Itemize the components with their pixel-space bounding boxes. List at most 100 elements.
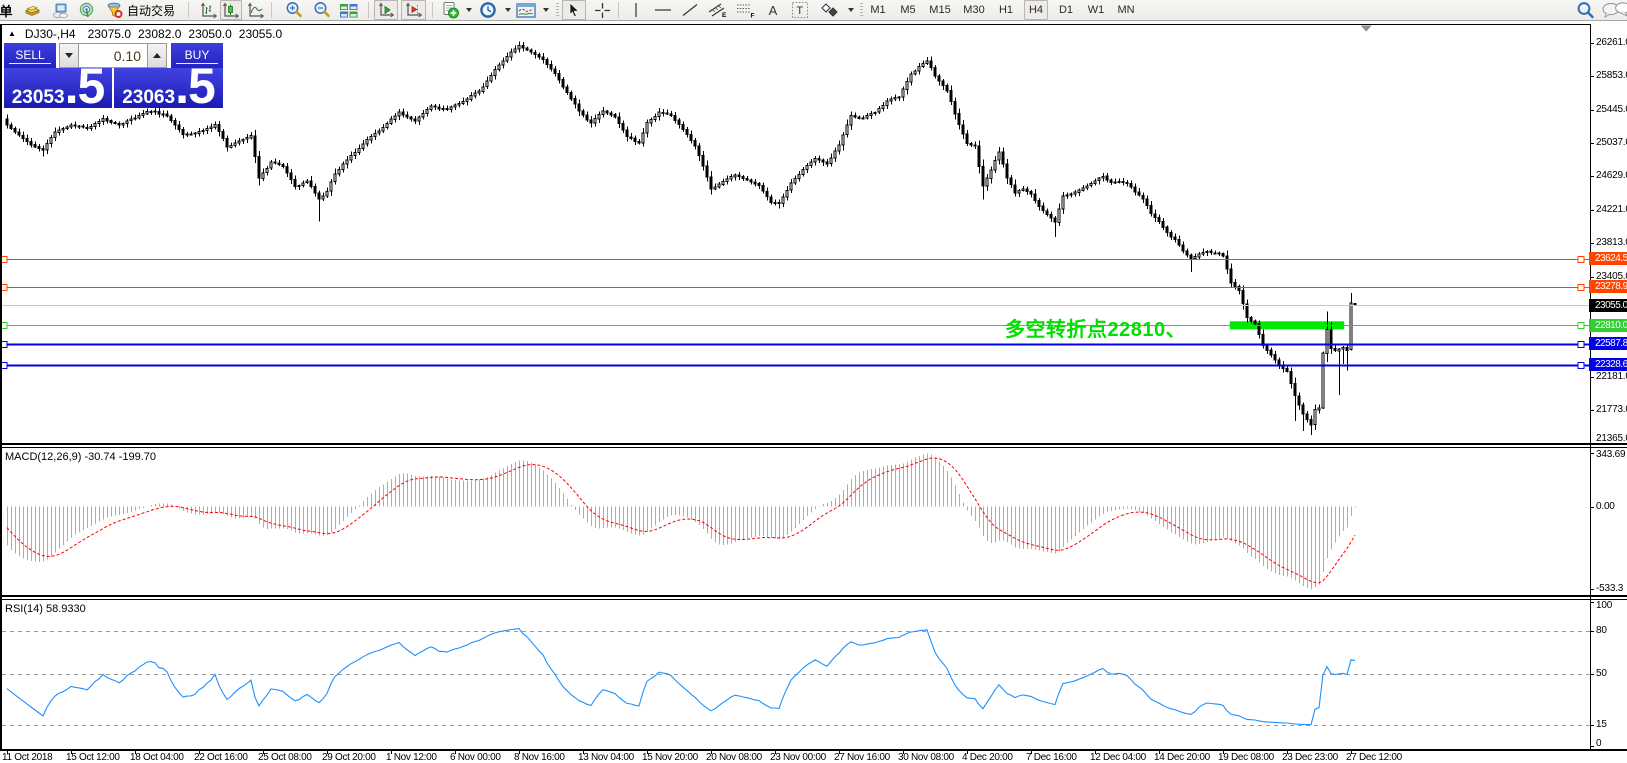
toolbar-separator	[368, 2, 369, 18]
chart-left-border	[0, 24, 2, 751]
ohlc-low: 23050.0	[188, 26, 232, 41]
volume-decrease-button[interactable]	[59, 43, 79, 68]
buy-button-label: BUY	[184, 47, 210, 62]
time-axis-label: 7 Dec 16:00	[1026, 752, 1077, 763]
data-server-button[interactable]	[51, 0, 70, 20]
horizontal-line-tool[interactable]	[652, 0, 674, 20]
timeframe-button-w1[interactable]: W1	[1087, 4, 1105, 16]
time-axis-label: 15 Nov 20:00	[642, 752, 698, 763]
autotrading-label[interactable]: 自动交易	[127, 1, 176, 19]
buy-price-main: 23063	[122, 87, 176, 108]
crosshair-tool-button[interactable]	[591, 0, 613, 20]
bear-candles	[5, 45, 1357, 426]
main-panel-bottom-border[interactable]	[0, 443, 1627, 445]
line-drag-handle[interactable]	[1577, 340, 1585, 349]
time-axis-label: 13 Nov 04:00	[578, 752, 634, 763]
toolbar-separator	[618, 2, 619, 18]
autotrading-button[interactable]	[105, 0, 125, 20]
broadcast-button[interactable]	[77, 0, 96, 20]
line-drag-handle[interactable]	[1577, 361, 1585, 370]
radar-icon	[79, 2, 94, 17]
periods-dropdown[interactable]	[500, 0, 512, 20]
price-axis-border	[1590, 24, 1591, 750]
timeframe-button-m15[interactable]: M15	[929, 4, 951, 16]
trendline-tool[interactable]	[679, 0, 701, 20]
indicators-dropdown[interactable]	[461, 0, 473, 20]
price-line-label[interactable]: 22328.6	[1589, 358, 1627, 371]
fibonacci-icon: F	[737, 4, 755, 18]
templates-button[interactable]	[514, 0, 538, 20]
buy-price-display[interactable]: 23063.5	[114, 61, 223, 111]
tile-windows-button[interactable]	[337, 0, 360, 20]
bar-chart-mode-button[interactable]	[198, 0, 219, 20]
price-axis-tick-label: 25445.0	[1596, 104, 1627, 115]
bar-chart-icon	[200, 1, 217, 18]
rsi-line	[6, 628, 1356, 726]
expert-advisor-icon	[107, 2, 123, 18]
auto-scroll-icon	[378, 1, 395, 17]
sell-button[interactable]: SELL	[4, 43, 56, 68]
text-label-tool[interactable]: T	[789, 0, 811, 20]
time-axis-label: 8 Nov 16:00	[514, 752, 565, 763]
price-line-label[interactable]: 22587.8	[1589, 337, 1627, 350]
timeframe-button-d1[interactable]: D1	[1058, 4, 1074, 16]
arrows-dropdown[interactable]	[843, 0, 855, 20]
cursor-tool-button[interactable]	[562, 0, 586, 20]
zoom-out-button[interactable]	[311, 0, 332, 20]
timeframe-button-m5[interactable]: M5	[900, 4, 916, 16]
vertical-line-tool[interactable]	[626, 0, 646, 20]
search-button[interactable]	[1574, 0, 1596, 20]
zoom-in-button[interactable]	[283, 0, 304, 20]
toolbar-drag-handle[interactable]	[556, 3, 559, 17]
time-axis-label: 27 Nov 16:00	[834, 752, 890, 763]
timeframe-button-mn[interactable]: MN	[1117, 4, 1135, 16]
line-chart-icon	[247, 1, 264, 18]
timeframe-button-h1[interactable]: H1	[998, 4, 1014, 16]
price-axis-tick-label: 25853.0	[1596, 70, 1627, 81]
trendline-icon	[682, 4, 698, 16]
price-line-label[interactable]: 23624.5	[1589, 252, 1627, 265]
periods-button[interactable]	[477, 0, 499, 20]
indicators-button[interactable]	[439, 0, 461, 20]
volume-input[interactable]	[79, 43, 147, 68]
price-line-label[interactable]: 23278.9	[1589, 280, 1627, 293]
chart-shift-button[interactable]	[401, 0, 426, 20]
price-line-label[interactable]: 22810.0	[1589, 319, 1627, 332]
timeframe-button-h4[interactable]: H4	[1024, 0, 1048, 20]
sell-underline	[9, 62, 51, 64]
line-chart-mode-button[interactable]	[245, 0, 266, 20]
fibonacci-tool[interactable]: F	[734, 0, 758, 20]
rsi-axis-tick-label: 50	[1596, 668, 1607, 679]
auto-scroll-button[interactable]	[374, 0, 398, 20]
community-chat-button[interactable]	[1601, 0, 1627, 20]
macd-axis-tick-label: 343.69	[1596, 449, 1626, 460]
pivot-annotation-text[interactable]: 多空转折点22810、	[1005, 312, 1187, 342]
time-axis-label: 29 Oct 20:00	[322, 752, 376, 763]
arrows-tool[interactable]	[818, 0, 842, 20]
line-drag-handle[interactable]	[1577, 321, 1585, 330]
chart-workspace[interactable]	[0, 22, 1627, 763]
text-tool[interactable]: A	[768, 2, 778, 18]
macd-panel-bottom-border[interactable]	[0, 595, 1627, 597]
price-axis-tick-label: 25037.0	[1596, 137, 1627, 148]
market-watch-icon-button[interactable]	[23, 0, 42, 20]
volume-increase-button[interactable]	[147, 43, 167, 68]
timeframe-button-m1[interactable]: M1	[870, 4, 886, 16]
rsi-panel-top-border	[0, 599, 1627, 600]
templates-dropdown[interactable]	[538, 0, 550, 20]
equidistant-channel-tool[interactable]: E	[706, 0, 730, 20]
candle-chart-mode-button[interactable]	[220, 0, 242, 20]
cursor-icon	[569, 2, 580, 18]
line-drag-handle[interactable]	[1577, 283, 1585, 292]
rsi-axis-tick-label: 100	[1596, 600, 1613, 611]
sell-price-display[interactable]: 23053.5	[4, 61, 112, 111]
collapse-panel-arrow[interactable]: ▲	[8, 29, 16, 38]
chart-shift-marker[interactable]	[1360, 25, 1372, 32]
timeframe-button-m30[interactable]: M30	[963, 4, 985, 16]
new-order-button[interactable]: 单	[0, 0, 13, 20]
toolbar-drag-handle[interactable]	[860, 3, 863, 17]
arrows-icon	[821, 3, 838, 17]
buy-button[interactable]: BUY	[171, 43, 223, 68]
line-drag-handle[interactable]	[1577, 255, 1585, 264]
